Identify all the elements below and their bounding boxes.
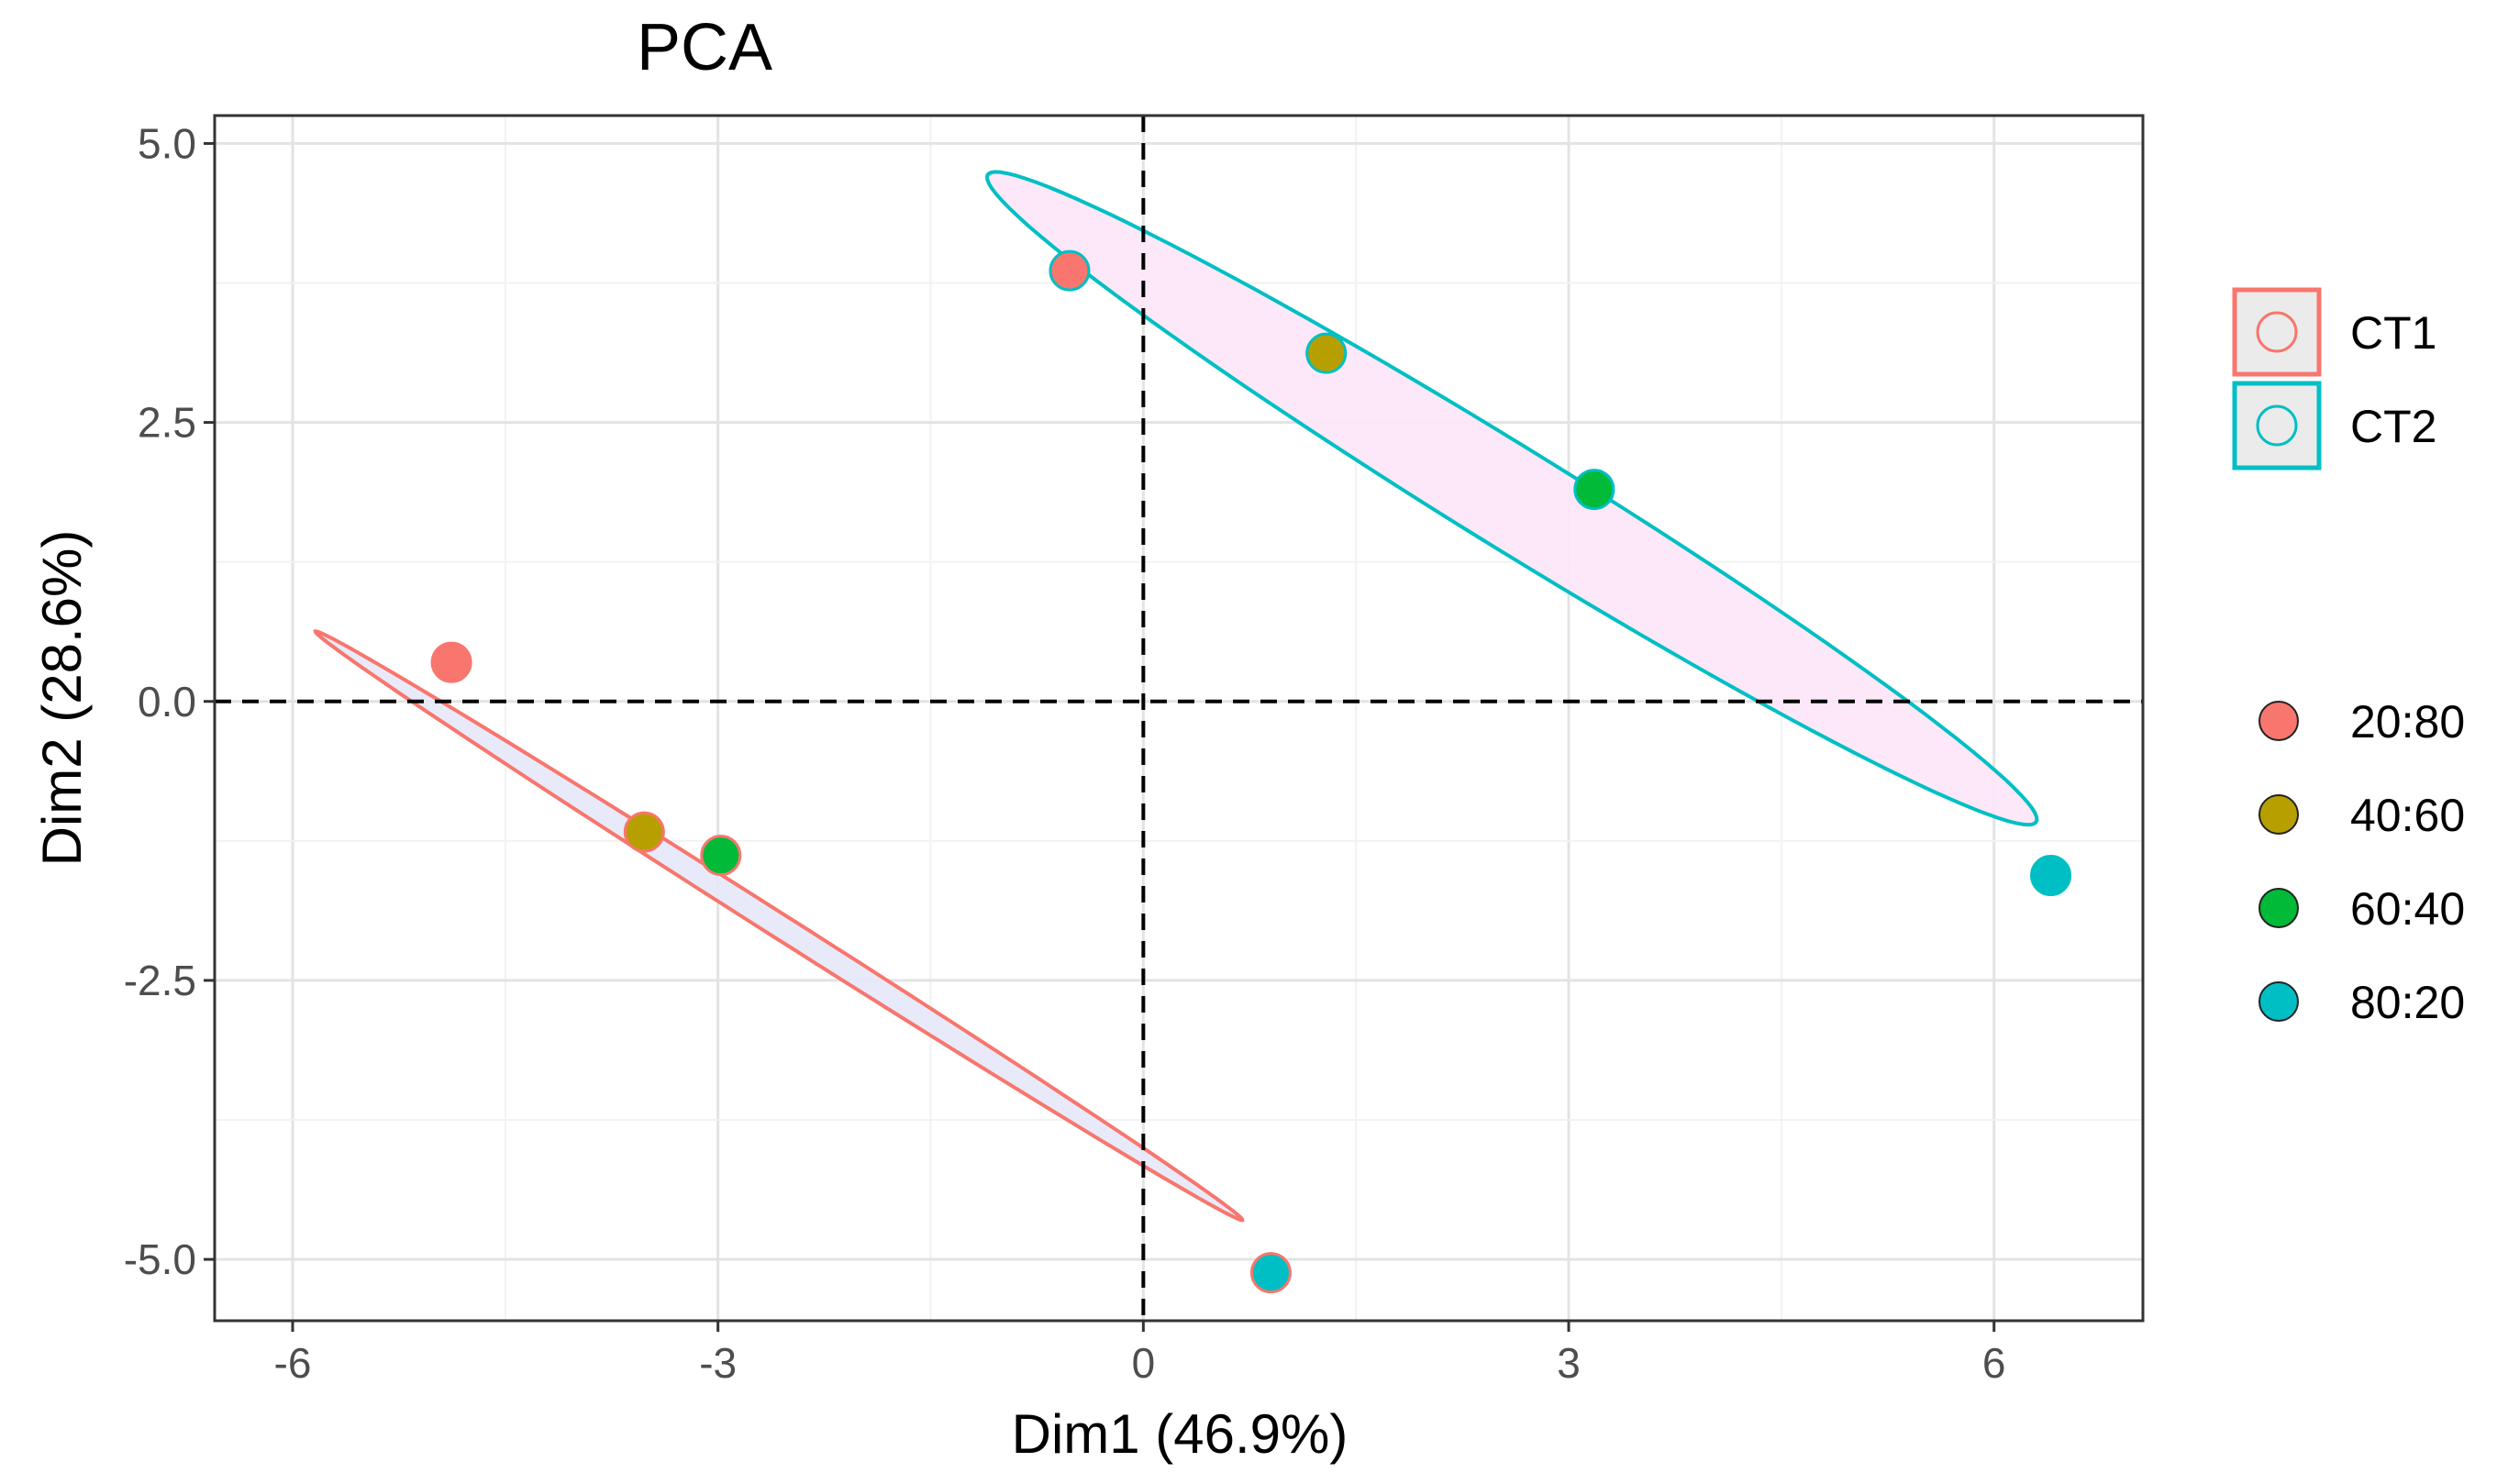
y-tick-label: -5.0	[124, 1235, 196, 1283]
x-tick-label: -6	[274, 1339, 312, 1387]
panel-border	[213, 114, 2145, 1323]
data-point-ct2	[1049, 249, 1091, 292]
ellipse-ct1	[313, 629, 1245, 1223]
data-point-ct2	[1305, 332, 1348, 374]
legend-marker-ratio	[2258, 888, 2299, 928]
data-point-ct1	[623, 811, 665, 853]
legend-marker-ratio	[2258, 701, 2299, 741]
legend-label-ratio: 80:20	[2350, 977, 2465, 1028]
y-tick-label: 5.0	[138, 119, 196, 167]
x-tick-label: -3	[699, 1339, 737, 1387]
y-tick-label: 0.0	[138, 678, 196, 725]
y-tick-label: -2.5	[124, 957, 196, 1004]
data-point-ct1	[700, 835, 742, 877]
legend-marker-ratio	[2258, 794, 2299, 835]
legend-label-ratio: 20:80	[2350, 696, 2465, 748]
ratio-legend: 20:80 40:60 60:40 80:20	[2258, 696, 2465, 1028]
data-point-ct2	[2030, 855, 2072, 897]
legend-label-ct1: CT1	[2350, 307, 2436, 359]
y-axis-label: Dim2 (28.6%)	[31, 530, 93, 867]
group-legend: CT1 CT2	[2232, 287, 2436, 471]
legend-label-ratio: 40:60	[2350, 790, 2465, 841]
y-tick-label: 2.5	[138, 399, 196, 447]
data-point-ct1	[1249, 1252, 1292, 1294]
x-tick-label: 3	[1557, 1339, 1581, 1387]
legend-key-ct1	[2232, 287, 2322, 377]
legend-label-ratio: 60:40	[2350, 883, 2465, 935]
x-tick-label: 0	[1132, 1339, 1156, 1387]
legend-label-ct2: CT2	[2350, 401, 2436, 452]
x-axis-label: Dim1 (46.9%)	[1012, 1403, 1348, 1465]
plot-panel: -6 -3 0 3 6 -5.0 -2.5 0.0 2.5 5.0	[124, 114, 2145, 1387]
legend-marker-ct1	[2256, 311, 2298, 353]
x-tick-label: 6	[1982, 1339, 2006, 1387]
legend-key-ct2	[2232, 381, 2322, 471]
legend-marker-ratio	[2258, 981, 2299, 1022]
legend-marker-ct2	[2256, 404, 2298, 447]
chart-title: PCA	[637, 11, 772, 84]
ellipse-ct2	[984, 170, 2039, 827]
data-point-ct2	[1573, 469, 1615, 511]
data-point-ct1	[430, 641, 472, 683]
